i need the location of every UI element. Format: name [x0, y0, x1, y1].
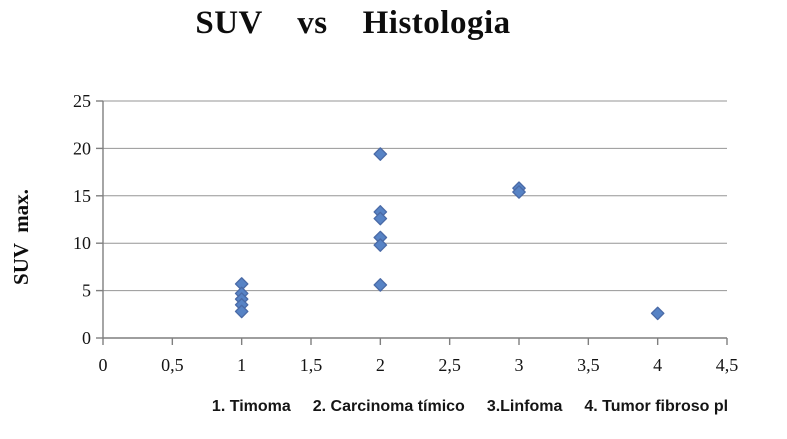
y-tick-label: 25: [73, 91, 91, 111]
y-tick-label: 10: [73, 233, 91, 253]
category-label-carcinoma-timico: 2. Carcinoma tímico: [312, 398, 465, 415]
y-tick-label: 20: [73, 138, 91, 158]
data-point-diamond: [373, 238, 388, 252]
x-tick-label: 4,5: [716, 355, 739, 375]
x-tick-label: 2: [376, 355, 385, 375]
chart-title: SUV vs Histologia: [195, 5, 511, 41]
x-tick-label: 2,5: [438, 355, 461, 375]
x-tick-label: 3: [515, 355, 524, 375]
y-tick-label: 5: [82, 281, 91, 301]
x-tick-label: 0,5: [161, 355, 184, 375]
category-label-timoma: 1. Timoma: [211, 398, 291, 415]
y-tick-label: 15: [73, 186, 91, 206]
x-tick-label: 0: [99, 355, 108, 375]
data-point-diamond: [512, 185, 526, 199]
x-tick-label: 1: [237, 355, 246, 375]
data-point-diamond: [373, 278, 388, 292]
category-label-tumor-fibroso: 4. Tumor fibroso pl: [584, 398, 729, 415]
x-tick-label: 4: [653, 355, 662, 375]
data-point-diamond: [373, 211, 388, 226]
x-tick-label: 1,5: [300, 355, 323, 375]
x-tick-label: 3,5: [577, 355, 600, 375]
data-point-diamond: [234, 304, 249, 319]
data-point-diamond: [650, 306, 665, 321]
y-tick-label: 0: [82, 328, 91, 348]
data-point-diamond: [373, 147, 388, 161]
category-legend: 1. Timoma 2. Carcinoma tímico 3.Linfoma …: [212, 398, 728, 416]
category-label-linfoma: 3.Linfoma: [486, 398, 563, 415]
